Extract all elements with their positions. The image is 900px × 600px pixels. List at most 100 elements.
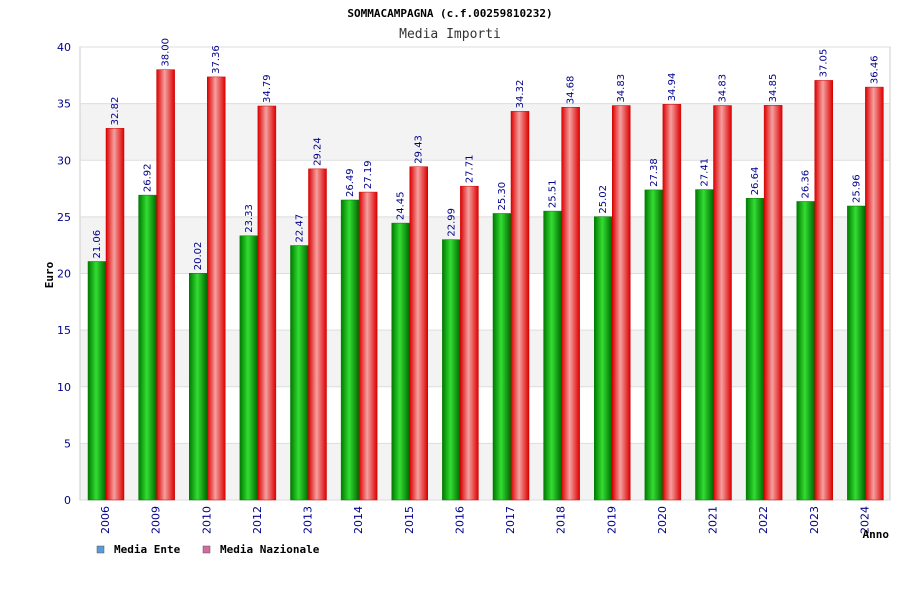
value-label: 34.94 <box>667 73 678 102</box>
value-label: 25.51 <box>548 179 559 208</box>
value-label: 25.96 <box>851 174 862 203</box>
value-label: 20.02 <box>193 242 204 271</box>
bar-media-ente-2019 <box>594 216 613 501</box>
x-tick-label: 2020 <box>656 506 669 534</box>
value-label: 26.36 <box>801 170 812 199</box>
bar-media-nazionale-2019 <box>612 105 631 501</box>
value-label: 24.45 <box>396 191 407 220</box>
bar-media-nazionale-2015 <box>409 166 428 501</box>
y-tick-label: 25 <box>57 211 71 224</box>
value-label: 34.68 <box>566 76 577 105</box>
value-label: 38.00 <box>161 38 172 67</box>
x-tick-label: 2006 <box>99 506 112 534</box>
x-tick-label: 2021 <box>707 506 720 534</box>
bar-media-nazionale-2024 <box>865 86 884 501</box>
x-tick-label: 2013 <box>302 506 315 534</box>
x-tick-label: 2017 <box>504 506 517 534</box>
value-label: 25.30 <box>497 182 508 211</box>
bar-media-nazionale-2009 <box>156 69 175 501</box>
x-axis-label: Anno <box>863 528 890 541</box>
x-tick-label: 2024 <box>858 506 871 534</box>
bar-media-nazionale-2016 <box>460 185 479 501</box>
value-label: 25.02 <box>598 185 609 214</box>
bar-media-ente-2012 <box>239 235 259 501</box>
bar-media-ente-2009 <box>138 194 157 501</box>
bar-media-ente-2010 <box>189 273 208 501</box>
value-label: 27.38 <box>649 158 660 187</box>
x-tick-label: 2018 <box>555 506 568 534</box>
value-label: 26.92 <box>143 163 154 192</box>
y-tick-label: 15 <box>57 324 71 337</box>
value-label: 34.79 <box>262 74 273 103</box>
y-tick-label: 20 <box>57 268 71 281</box>
y-tick-label: 0 <box>64 494 71 507</box>
bar-media-nazionale-2017 <box>510 111 530 501</box>
legend-label-media-ente: Media Ente <box>114 543 181 556</box>
y-axis-ticks: 0 5 10 15 20 25 30 35 40 <box>57 41 71 507</box>
y-tick-label: 5 <box>64 437 71 450</box>
value-label: 27.41 <box>700 158 711 187</box>
value-label: 27.19 <box>363 160 374 189</box>
bar-media-ente-2023 <box>796 201 815 501</box>
x-tick-label: 2016 <box>453 506 466 534</box>
legend-swatch-media-nazionale <box>202 545 211 554</box>
value-label: 27.71 <box>464 155 475 184</box>
y-tick-label: 30 <box>57 154 71 167</box>
bar-media-nazionale-2022 <box>763 105 783 501</box>
x-tick-label: 2022 <box>757 506 770 534</box>
bar-media-ente-2017 <box>492 213 512 501</box>
bar-media-ente-2020 <box>644 189 664 501</box>
bar-media-ente-2016 <box>442 239 461 501</box>
bar-media-nazionale-2012 <box>257 105 277 501</box>
x-tick-label: 2019 <box>605 506 618 534</box>
bar-media-ente-2015 <box>391 222 410 501</box>
x-tick-label: 2009 <box>150 506 163 534</box>
bar-media-ente-2013 <box>290 245 309 501</box>
bars <box>87 69 884 501</box>
value-label: 21.06 <box>92 230 103 259</box>
bar-media-ente-2021 <box>695 189 714 501</box>
value-label: 26.64 <box>750 167 761 196</box>
chart-subtitle: Media Importi <box>399 27 501 42</box>
bar-media-nazionale-2013 <box>308 168 327 501</box>
bar-media-nazionale-2014 <box>358 191 378 501</box>
value-label: 34.83 <box>718 74 729 103</box>
value-label: 29.43 <box>414 135 425 164</box>
x-tick-label: 2014 <box>352 506 365 534</box>
bar-media-nazionale-2023 <box>814 80 833 501</box>
value-label: 29.24 <box>313 137 324 166</box>
value-label: 34.83 <box>616 74 627 103</box>
bar-media-ente-2024 <box>847 205 866 501</box>
value-label: 34.32 <box>515 80 526 109</box>
x-axis-ticks: 2006 2009 2010 2012 2013 2014 2015 2016 2017 2018… <box>99 506 871 534</box>
x-tick-label: 2015 <box>403 506 416 534</box>
bar-media-nazionale-2018 <box>561 106 580 501</box>
value-label: 32.82 <box>110 97 121 126</box>
bar-media-ente-2022 <box>745 198 765 501</box>
value-labels: 21.06 32.82 26.92 38.00 20.02 37.36 23.33 34.79… <box>92 38 880 270</box>
bar-media-nazionale-2021 <box>713 105 732 501</box>
bar-media-nazionale-2006 <box>105 128 125 501</box>
x-tick-label: 2023 <box>808 506 821 534</box>
value-label: 34.85 <box>768 74 779 103</box>
value-label: 22.99 <box>446 208 457 237</box>
x-tick-label: 2010 <box>200 506 213 534</box>
legend-label-media-nazionale: Media Nazionale <box>220 543 320 556</box>
y-tick-label: 35 <box>57 98 71 111</box>
bar-media-ente-2006 <box>87 261 107 501</box>
bar-media-nazionale-2010 <box>207 76 226 501</box>
legend: Media Ente Media Nazionale <box>96 543 320 556</box>
value-label: 36.46 <box>869 55 880 84</box>
bar-media-ente-2014 <box>340 199 360 501</box>
value-label: 22.47 <box>295 214 306 243</box>
y-axis-label: Euro <box>43 261 56 288</box>
bar-media-ente-2018 <box>543 210 562 501</box>
x-tick-label: 2012 <box>251 506 264 534</box>
legend-swatch-media-ente <box>96 545 105 554</box>
value-label: 26.49 <box>345 168 356 197</box>
value-label: 37.36 <box>211 45 222 74</box>
y-tick-label: 40 <box>57 41 71 54</box>
value-label: 23.33 <box>244 204 255 233</box>
value-label: 37.05 <box>819 49 830 78</box>
